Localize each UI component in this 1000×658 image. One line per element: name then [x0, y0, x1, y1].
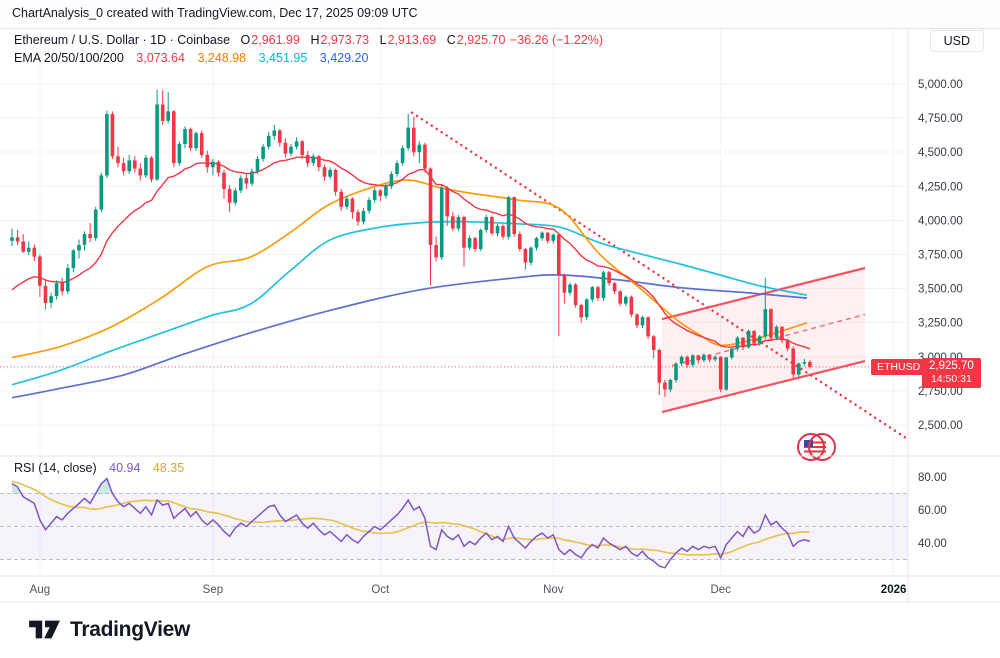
svg-text:3,500.00: 3,500.00 — [918, 284, 963, 296]
rsi-label: RSI (14, close) — [14, 461, 97, 475]
svg-text:60.00: 60.00 — [918, 505, 947, 517]
ema200-value: 3,429.20 — [319, 51, 369, 65]
svg-text:Dec: Dec — [710, 584, 731, 596]
high-value: 2,973.73 — [320, 33, 370, 47]
ema100-value: 3,451.95 — [258, 51, 308, 65]
rsi-value: 40.94 — [109, 461, 141, 475]
ema20-value: 3,073.64 — [136, 51, 185, 65]
open-value: 2,961.99 — [251, 33, 300, 47]
high-label: H — [310, 33, 320, 47]
top-bar: ChartAnalysis_0 created with TradingView… — [0, 0, 1000, 29]
svg-text:4,250.00: 4,250.00 — [918, 181, 963, 193]
svg-text:3,750.00: 3,750.00 — [918, 250, 963, 262]
last-price-value: 2,925.70 — [929, 359, 974, 372]
svg-text:Nov: Nov — [543, 584, 564, 596]
rsi-ma-value: 48.35 — [152, 461, 185, 475]
svg-text:Aug: Aug — [30, 584, 50, 596]
svg-text:3,250.00: 3,250.00 — [918, 318, 963, 330]
svg-text:2,500.00: 2,500.00 — [918, 420, 963, 432]
svg-text:Sep: Sep — [203, 584, 223, 596]
low-value: 2,913.69 — [387, 33, 437, 47]
ema-label: EMA 20/50/100/200 — [14, 51, 124, 65]
close-label: C — [446, 33, 456, 47]
svg-text:2026: 2026 — [881, 584, 907, 596]
change-value: −36.26 (−1.22%) — [509, 33, 604, 47]
svg-text:2,750.00: 2,750.00 — [918, 386, 963, 398]
svg-text:5,000.00: 5,000.00 — [918, 79, 963, 91]
symbol-title[interactable]: Ethereum / U.S. Dollar · 1D · Coinbase — [14, 33, 231, 47]
svg-text:Oct: Oct — [371, 584, 390, 596]
svg-text:4,750.00: 4,750.00 — [918, 113, 963, 125]
svg-text:4,500.00: 4,500.00 — [918, 147, 963, 159]
svg-text:40.00: 40.00 — [918, 538, 947, 550]
open-label: O — [240, 33, 251, 47]
page-title: ChartAnalysis_0 created with TradingView… — [12, 6, 418, 20]
tradingview-logo-icon — [29, 620, 60, 639]
low-label: L — [379, 33, 387, 47]
symbol-legend[interactable]: Ethereum / U.S. Dollar · 1D · Coinbase O… — [14, 33, 603, 47]
symbol-price-line-badge: ETHUSD — [871, 358, 927, 375]
tradingview-logo[interactable]: TradingView — [28, 616, 190, 644]
ema50-value: 3,248.98 — [197, 51, 247, 65]
bar-countdown: 14:50:31 — [930, 372, 972, 385]
svg-text:4,000.00: 4,000.00 — [918, 215, 963, 227]
footer: TradingView — [0, 603, 1000, 658]
currency-toggle-button[interactable]: USD — [929, 30, 984, 52]
rsi-legend[interactable]: RSI (14, close) 40.94 48.35 — [14, 461, 184, 475]
ema-legend[interactable]: EMA 20/50/100/200 3,073.64 3,248.98 3,45… — [14, 51, 368, 65]
svg-text:80.00: 80.00 — [918, 472, 947, 484]
last-price-badge: 2,925.70 14:50:31 — [922, 357, 981, 388]
tradingview-logo-text: TradingView — [70, 618, 191, 641]
close-value: 2,925.70 — [456, 33, 506, 47]
